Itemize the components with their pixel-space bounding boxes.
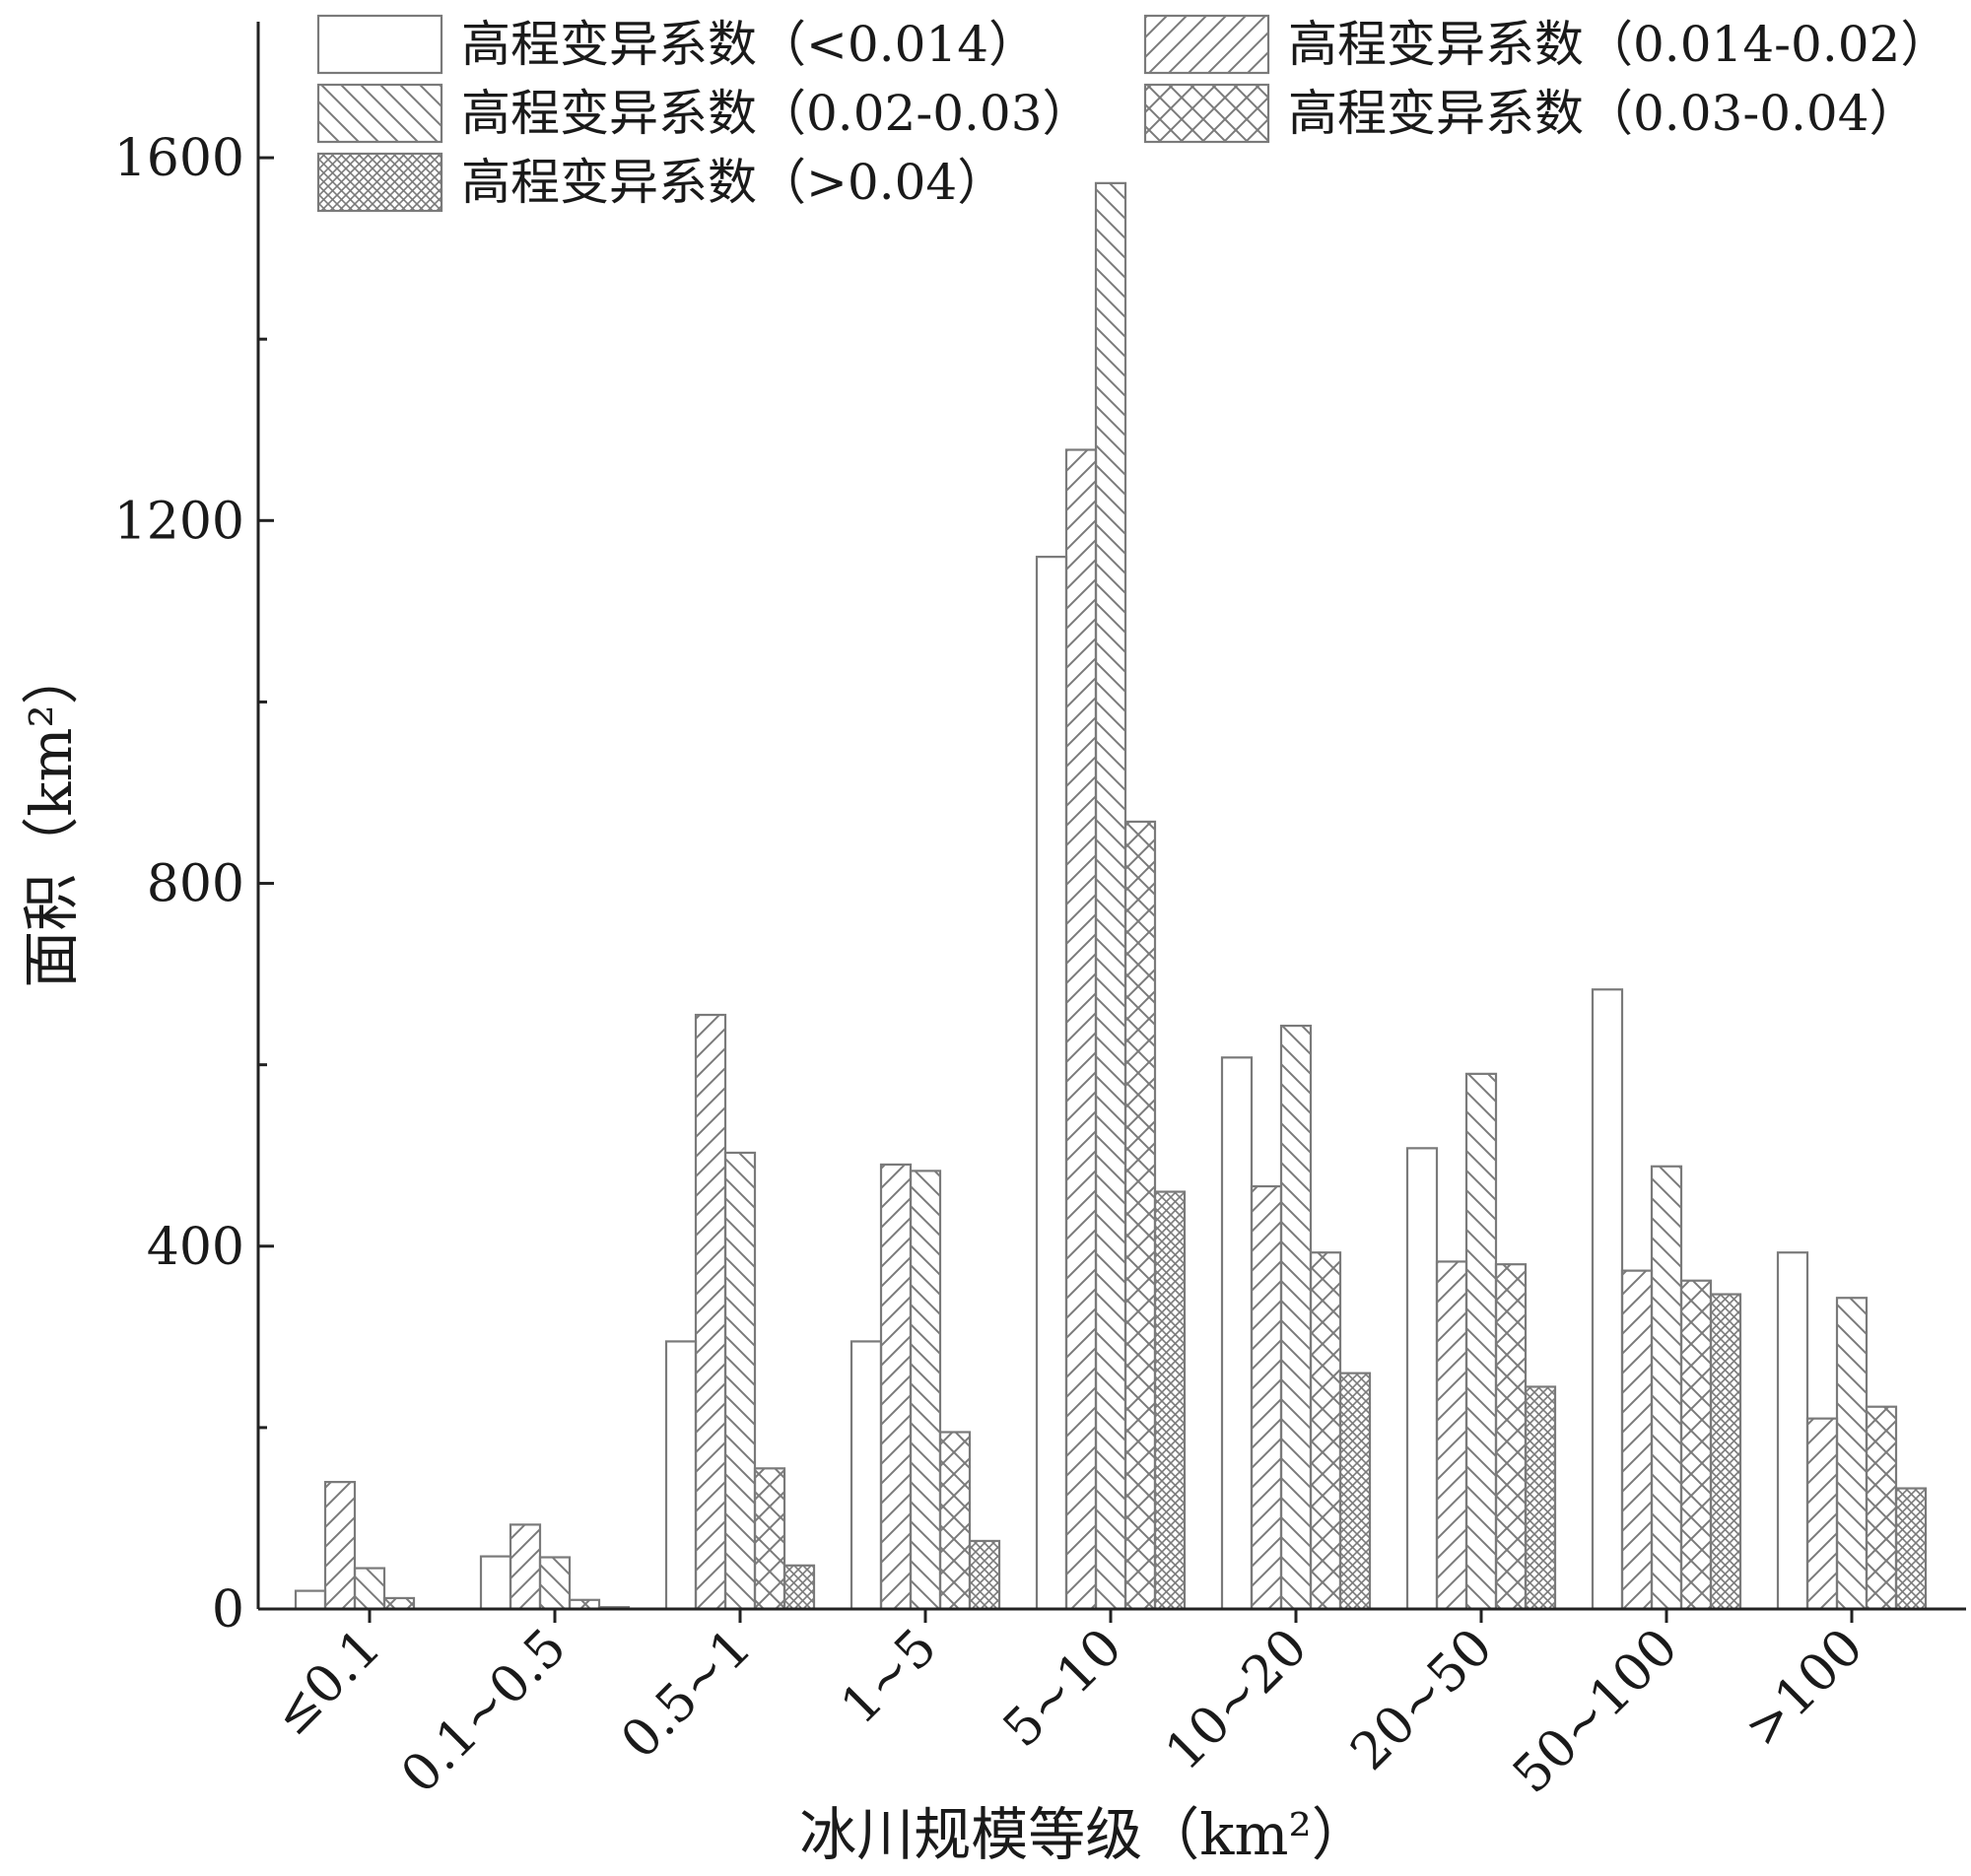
y-tick-label: 400 — [147, 1218, 244, 1277]
bar — [1309, 1251, 1342, 1611]
legend-label: 高程变异系数（0.03-0.04） — [1288, 85, 1919, 142]
legend-swatch — [1143, 14, 1270, 75]
bar — [1805, 1417, 1839, 1611]
bar — [479, 1555, 512, 1611]
bar — [1435, 1260, 1468, 1611]
bar — [1123, 820, 1157, 1611]
y-tick-label: 0 — [212, 1580, 244, 1640]
legend-label: 高程变异系数（0.014-0.02） — [1288, 16, 1949, 73]
bars-group — [294, 181, 1928, 1611]
bar — [850, 1340, 883, 1611]
x-tick-label: 20~50 — [1339, 1618, 1504, 1782]
bar — [382, 1596, 416, 1611]
bar — [1894, 1487, 1928, 1611]
legend-label: 高程变异系数（0.02-0.03） — [461, 85, 1092, 142]
bar — [694, 1013, 727, 1611]
bar — [1650, 1165, 1683, 1611]
bar — [782, 1564, 816, 1611]
y-ticks: 0 400 800 1200 1600 — [114, 129, 274, 1640]
bar — [968, 1539, 1001, 1611]
y-tick-label: 1600 — [114, 129, 244, 188]
bar — [1591, 988, 1624, 1611]
bar — [909, 1170, 942, 1611]
bar — [1405, 1147, 1439, 1611]
bar — [538, 1556, 572, 1611]
legend-swatch — [316, 14, 443, 75]
bar — [1620, 1269, 1654, 1611]
bar — [1835, 1297, 1869, 1611]
bar — [938, 1431, 972, 1611]
x-tick-label: 0.1~0.5 — [390, 1618, 578, 1805]
bar — [1679, 1279, 1713, 1611]
legend-swatch — [316, 83, 443, 144]
bar — [1064, 448, 1098, 1611]
bar — [1524, 1385, 1557, 1611]
legend-swatch — [316, 152, 443, 213]
legend-label: 高程变异系数（>0.04） — [461, 154, 1006, 211]
x-tick-label: 10~20 — [1154, 1618, 1319, 1782]
bar — [723, 1151, 757, 1611]
bar — [509, 1523, 542, 1611]
y-axis-title: 面积（km²） — [18, 647, 85, 987]
x-tick-label: 0.5~1 — [610, 1618, 763, 1771]
x-axis-title: 冰川规模等级（km²） — [799, 1801, 1368, 1868]
bar — [1494, 1263, 1528, 1611]
y-tick-label: 1200 — [114, 492, 244, 551]
bar — [1464, 1072, 1498, 1611]
bar — [323, 1481, 357, 1611]
bar — [1250, 1184, 1283, 1611]
x-tick-label: 1~5 — [830, 1618, 948, 1736]
bar — [1776, 1251, 1809, 1611]
bar — [1338, 1372, 1372, 1611]
bar — [1094, 181, 1127, 1611]
bar — [353, 1567, 386, 1611]
bar — [1865, 1405, 1898, 1611]
bar — [1220, 1056, 1254, 1611]
bar — [1279, 1024, 1313, 1611]
legend: 高程变异系数（<0.014） 高程变异系数（0.014-0.02） 高程变异系数（0… — [316, 14, 1949, 213]
x-tick-label: 5~10 — [992, 1618, 1133, 1759]
bar — [1709, 1293, 1742, 1611]
x-tick-label: >100 — [1733, 1618, 1874, 1759]
bar — [879, 1163, 913, 1611]
y-tick-label: 800 — [147, 855, 244, 914]
bar — [753, 1467, 786, 1611]
bar — [664, 1340, 698, 1611]
legend-swatch — [1143, 83, 1270, 144]
x-tick-label: 50~100 — [1502, 1618, 1689, 1805]
x-tick-label: ≤0.1 — [262, 1618, 392, 1748]
bar — [1035, 556, 1068, 1611]
bar — [294, 1589, 327, 1611]
legend-label: 高程变异系数（<0.014） — [461, 16, 1038, 73]
bar — [1153, 1190, 1187, 1611]
